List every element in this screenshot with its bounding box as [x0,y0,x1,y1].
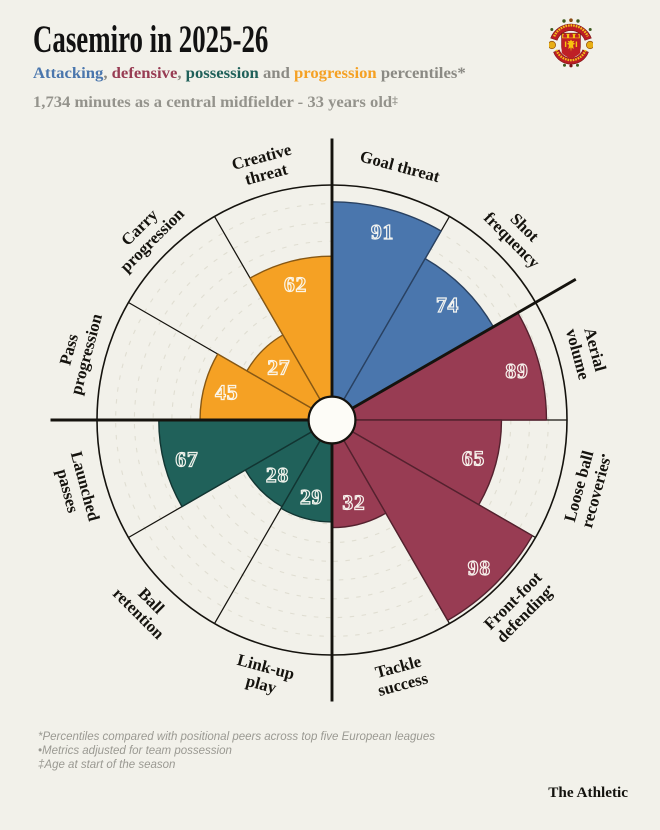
svg-text:Passprogression: Passprogression [49,306,106,396]
svg-text:Tacklesuccess: Tacklesuccess [371,651,430,700]
svg-text:Loose ballrecoveries•: Loose ballrecoveries• [560,447,615,530]
svg-text:Shotfrequency: Shotfrequency [480,195,557,272]
svg-text:Goal threat: Goal threat [358,147,442,187]
svg-text:91: 91 [371,220,394,244]
svg-text:98: 98 [468,556,491,580]
svg-text:Launchedpasses: Launchedpasses [49,449,103,528]
svg-text:89: 89 [505,359,528,383]
svg-text:29: 29 [300,485,323,509]
svg-text:45: 45 [215,380,238,404]
svg-text:Carryprogression: Carryprogression [103,191,188,276]
svg-text:28: 28 [266,463,289,487]
svg-text:62: 62 [284,273,307,297]
svg-text:Creativethreat: Creativethreat [230,140,298,191]
svg-text:Aerialvolume: Aerialvolume [562,322,611,382]
svg-text:Link-upplay: Link-upplay [231,650,297,701]
svg-text:32: 32 [342,490,365,514]
svg-text:Ballretention: Ballretention [109,571,181,643]
svg-text:74: 74 [436,293,459,317]
svg-text:27: 27 [267,355,290,379]
svg-text:65: 65 [462,447,485,471]
svg-text:67: 67 [175,447,198,471]
